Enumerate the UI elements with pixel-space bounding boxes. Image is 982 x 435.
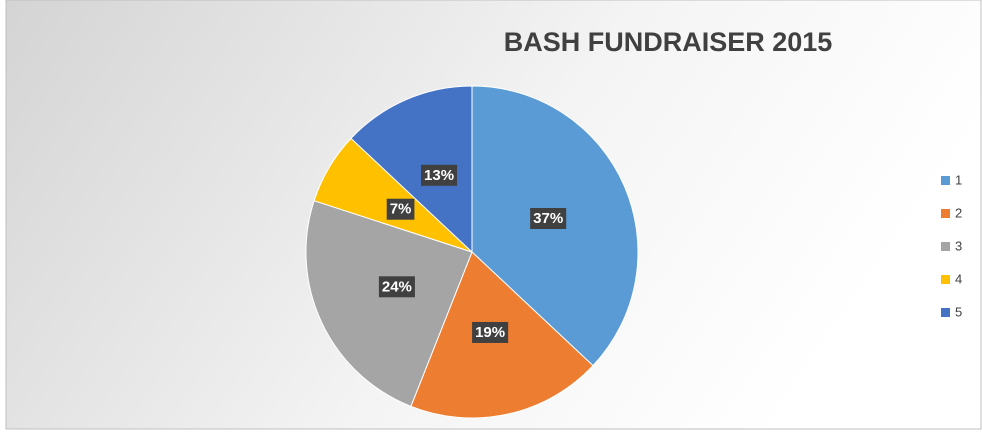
data-label-bg [530,208,567,230]
legend: 1 2 3 4 5 [941,172,962,319]
pie-slice [305,200,473,407]
data-label: 24% [382,278,412,295]
legend-label: 5 [955,304,962,319]
data-label: 37% [533,210,563,227]
data-label: 13% [424,167,454,184]
legend-swatch [941,242,950,251]
pie-slice [350,85,473,254]
legend-swatch [941,176,950,185]
legend-label: 1 [955,172,962,187]
data-label-bg [378,276,415,298]
data-label-bg [386,198,415,220]
data-labels: 37% 19% 24% 7% 13% [378,164,567,343]
legend-label: 4 [955,271,962,286]
data-label-bg [421,164,458,186]
data-label: 7% [390,201,412,218]
legend-swatch [941,308,950,317]
legend-label: 2 [955,205,962,220]
data-label-bg [472,321,509,343]
pie [305,85,639,419]
legend-swatch [941,209,950,218]
chart-title: BASH FUNDRAISER 2015 [504,27,833,57]
legend-swatch [941,275,950,284]
legend-label: 3 [955,238,962,253]
data-label: 19% [475,324,505,341]
